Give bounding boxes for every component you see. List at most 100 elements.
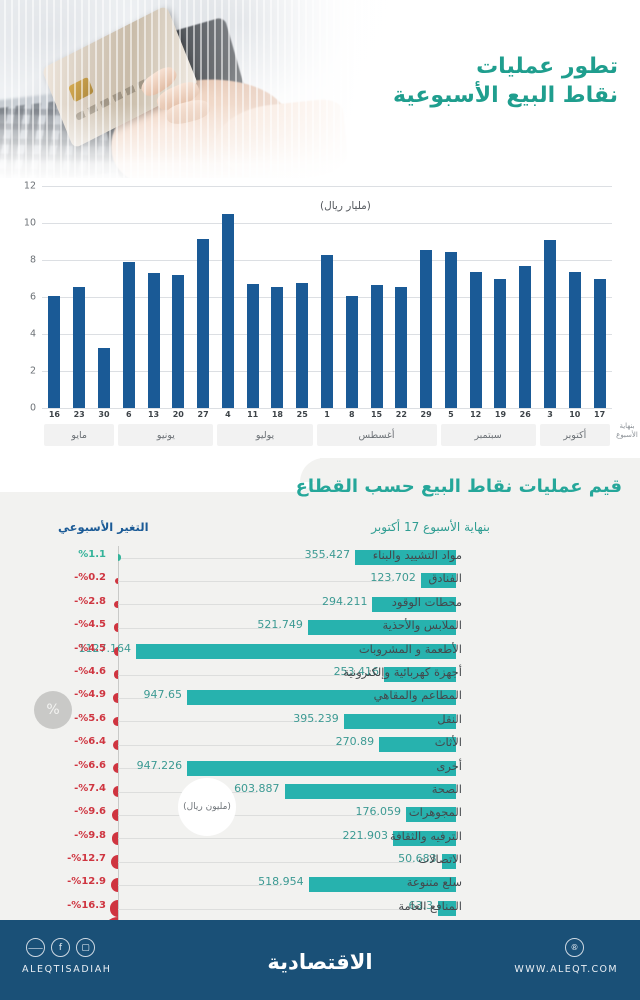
chart-bar [122, 261, 135, 408]
x-tick-label: 8 [348, 410, 355, 419]
social-icons[interactable]: ▢ f ⸺ [26, 938, 95, 957]
sector-label: الاتصالات [418, 852, 462, 867]
sector-label: الترفيه والثقافة [389, 828, 462, 843]
x-tick-label: 12 [470, 410, 482, 419]
sector-value: 355.427 [304, 548, 351, 561]
sector-label: الصحة [431, 781, 462, 796]
x-tick-label: 30 [98, 410, 110, 419]
weekly-change-value: %1.1 [78, 549, 106, 560]
change-marker [109, 900, 118, 917]
x-tick-label: 18 [271, 410, 283, 419]
row-connector [118, 721, 316, 723]
sector-values-panel: قيم عمليات نقاط البيع حسب القطاع بنهاية … [0, 458, 640, 947]
table-row: 947.65 المطاعم والمقاهي %4.9- [0, 686, 640, 709]
sector-rows: 355.427 مواد التشييد والبناء %1.1 123.702 ال… [0, 546, 640, 947]
footer-bar: ▢ f ⸺ ALEQTISADIAH الاقتصادية ® WWW.ALEQ… [0, 920, 640, 1000]
row-connector [118, 698, 159, 700]
x-tick-label: 4 [225, 410, 231, 419]
row-connector [118, 885, 281, 887]
sector-bar [308, 877, 456, 893]
table-row: 123.702 الفنادق %0.2- [0, 569, 640, 592]
sector-bar [379, 737, 456, 753]
page-title-line2: نقاط البيع الأسبوعية [393, 83, 618, 109]
sector-bar [186, 690, 456, 706]
x-tick-label: 22 [395, 410, 407, 419]
weekly-change-value: %16.3- [67, 899, 106, 911]
chart-bar [172, 274, 185, 408]
sector-label: الفنادق [428, 571, 462, 586]
chart-bar [48, 296, 61, 408]
twitter-icon[interactable]: ⸺ [26, 938, 45, 957]
sector-value: 221.903 [342, 828, 389, 842]
weekly-change-value: %12.9- [67, 876, 106, 888]
x-tick-label: 15 [370, 410, 383, 419]
header-banner: تطور عمليات نقاط البيع الأسبوعية [0, 0, 640, 178]
sector-bar [384, 666, 456, 682]
chart-bar [494, 278, 507, 408]
change-marker [111, 808, 118, 822]
x-tick-label: 13 [147, 410, 160, 419]
sector-bar [393, 830, 456, 846]
chart-bar [519, 265, 532, 408]
change-marker [111, 832, 118, 845]
change-marker [113, 646, 118, 656]
x-tick-label: 10 [569, 410, 581, 419]
y-tick-label: 4 [29, 328, 36, 340]
chart-bar [221, 213, 234, 408]
table-row: 50.683 الاتصالات %12.7- [0, 850, 640, 873]
sector-value: 63.3 [408, 898, 434, 912]
chart-bar [395, 286, 408, 408]
table-row: 395.239 النقل %5.6- [0, 710, 640, 733]
panel-notch [0, 458, 320, 492]
chart-bar [73, 286, 86, 408]
sector-label: المجوهرات [408, 805, 462, 820]
x-tick-label: 27 [197, 410, 209, 419]
row-connector [118, 768, 160, 770]
x-tick-label: 26 [519, 410, 531, 419]
x-tick-label: 25 [296, 410, 308, 419]
weekly-change-value: %0.2- [74, 572, 106, 584]
website-url[interactable]: WWW.ALEQT.COM [514, 964, 618, 975]
chart-unit-label: (مليار ريال) [320, 200, 371, 212]
table-row: 63.3 المنافع العامة %16.3- [0, 897, 640, 920]
table-row: 253.416 أجهزة كهربائية وإلكترونية %4.6- [0, 663, 640, 686]
table-row: 518.954 سلع متنوعة %12.9- [0, 873, 640, 896]
row-connector [118, 674, 357, 676]
y-tick-label: 2 [29, 365, 36, 377]
sector-bar [420, 573, 456, 589]
facebook-icon[interactable]: f [51, 938, 70, 957]
x-tick-label: 1 [324, 410, 330, 419]
gridline [42, 223, 612, 224]
month-group-label: مايو [44, 424, 115, 446]
sector-bar [307, 620, 456, 636]
row-connector [118, 581, 393, 583]
sector-label: أجهزة كهربائية وإلكترونية [343, 664, 462, 679]
table-row: 355.427 مواد التشييد والبناء %1.1 [0, 546, 640, 569]
instagram-icon[interactable]: ▢ [76, 938, 95, 957]
chart-bar [296, 283, 309, 408]
weekly-change-value: %4.5- [74, 642, 106, 654]
table-row: 221.903 الترفيه والثقافة %9.8- [0, 827, 640, 850]
sector-label: مواد التشييد والبناء [372, 548, 462, 562]
y-tick-label: 0 [29, 402, 36, 414]
percent-badge: % [34, 691, 72, 729]
sector-bar [372, 596, 456, 612]
social-handle: ALEQTISADIAH [22, 964, 112, 975]
weekly-change-value: %4.6- [74, 665, 106, 677]
month-group-label: يونيو [118, 424, 214, 446]
weekly-change-value: %6.6- [74, 759, 106, 771]
month-group-label: أكتوبر [539, 424, 610, 446]
weekly-change-value: %9.6- [74, 806, 106, 818]
sector-label: سلع متنوعة [406, 875, 462, 890]
y-tick-label: 12 [23, 180, 36, 192]
weekly-change-value: %4.5- [74, 619, 106, 631]
x-tick-label: 6 [125, 410, 132, 419]
table-row: 294.211 محطات الوقود %2.8- [0, 593, 640, 616]
weekly-pos-bar-chart: 0 2 4 6 8 10 12 (مليار ريال) 17 10 3 26 19 12 5 29 22 1… [0, 178, 640, 458]
x-tick-label: 20 [172, 410, 184, 419]
gridline [42, 186, 612, 187]
chart-month-groups: أكتوبر سبتمبر أغسطس يوليو يونيو مايو [42, 424, 620, 450]
chart-bar [321, 255, 333, 408]
x-tick-label: 5 [448, 410, 454, 419]
sector-label: الملابس والأحذية [382, 618, 462, 633]
